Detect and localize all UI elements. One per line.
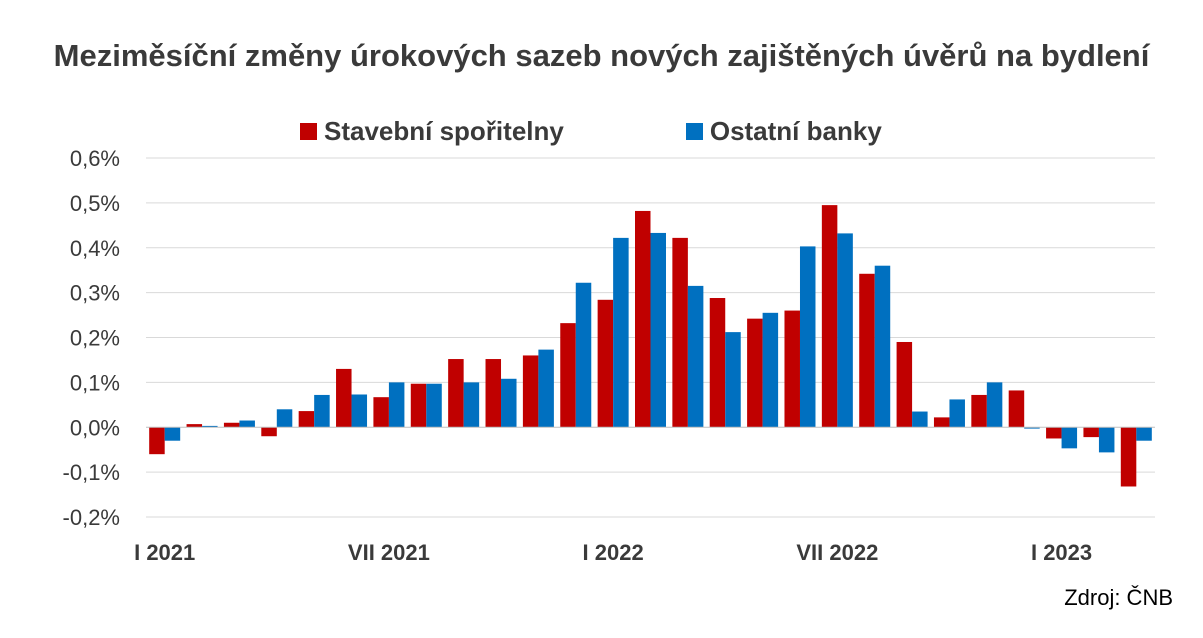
bar-stavebni [373,397,389,428]
y-tick-label: 0,4% [70,236,120,261]
bar-stavebni [298,411,315,428]
y-tick-label: -0,1% [63,460,120,485]
bar-ostatni [239,420,255,428]
bar-ostatni [351,394,368,428]
bar-ostatni [613,237,629,428]
legend-item-series-0: Stavební spořitelny [300,116,564,147]
bar-stavebni [672,237,688,428]
bar-ostatni [276,409,293,428]
bar-stavebni [821,205,838,428]
bar-stavebni [261,427,277,437]
bar-stavebni [784,310,800,428]
bar-ostatni [762,312,779,428]
chart-title: Meziměsíční změny úrokových sazeb nových… [53,38,1150,73]
bar-stavebni [1120,427,1137,487]
bar-ostatni [164,427,181,441]
x-tick-label: I 2022 [583,540,644,565]
bar-ostatni [314,394,330,428]
legend: Stavební spořitelny Ostatní banky [300,115,882,147]
bar-ostatni [463,382,480,428]
bar-stavebni [186,424,203,428]
x-tick-label: VII 2021 [348,540,430,565]
bar-stavebni [709,298,726,428]
bars [149,205,1152,487]
legend-item-series-1: Ostatní banky [685,115,882,147]
bar-stavebni [485,359,502,428]
y-tick-label: -0,2% [63,505,120,530]
bar-ostatni [575,282,592,428]
bar-stavebni [522,355,539,428]
y-tick-label: 0,2% [70,326,120,351]
bar-ostatni [1061,427,1078,449]
y-tick-label: 0,3% [70,281,120,306]
legend-swatch-red [300,122,317,140]
legend-label: Stavební spořitelny [324,115,564,146]
y-tick-label: 0,0% [70,415,120,440]
y-axis: 0,6% 0,5% 0,4% 0,3% 0,2% 0,1% 0,0% -0,1% -0,2% [63,146,120,530]
y-tick-label: 0,6% [70,146,120,171]
bar-stavebni [1083,427,1099,438]
bar-ostatni [837,233,853,428]
bar-ostatni [388,382,405,428]
bar-stavebni [336,368,352,428]
bar-stavebni [971,394,987,428]
bar-stavebni [896,341,913,428]
bar-stavebni [149,427,165,455]
y-tick-label: 0,1% [70,370,120,395]
bar-ostatni [949,399,965,428]
bar-ostatni [1098,427,1115,453]
bar-stavebni [448,359,464,428]
source-note: Zdroj: ČNB [1064,585,1173,610]
bar-ostatni [202,425,218,428]
gridlines [146,157,1155,518]
legend-label: Ostatní banky [709,115,882,146]
x-tick-label: I 2021 [134,540,195,565]
bar-ostatni [538,349,554,428]
bar-ostatni [874,265,891,428]
bar-stavebni [1008,390,1025,428]
bar-stavebni [859,273,875,428]
bar-stavebni [747,318,763,428]
bar-stavebni [597,299,614,428]
legend-swatch-blue [685,122,703,140]
bar-ostatni [799,246,816,428]
bar-ostatni [912,411,928,428]
x-tick-label: I 2023 [1031,540,1092,565]
bar-stavebni [1046,427,1062,439]
bar-ostatni [1024,427,1040,429]
bar-ostatni [1136,427,1152,441]
bar-ostatni [650,232,666,428]
x-axis: I 2021 VII 2021 I 2022 VII 2022 I 2023 [134,540,1092,565]
bar-ostatni [725,332,741,428]
bar-stavebni [560,323,576,428]
bar-ostatni [426,383,442,428]
bar-stavebni [933,417,950,428]
bar-stavebni [410,383,427,428]
bar-ostatni [986,382,1003,428]
bar-stavebni [635,210,651,428]
bar-ostatni [687,285,704,428]
bar-ostatni [501,378,517,428]
x-tick-label: VII 2022 [796,540,878,565]
y-tick-label: 0,5% [70,191,120,216]
bar-stavebni [223,422,240,428]
